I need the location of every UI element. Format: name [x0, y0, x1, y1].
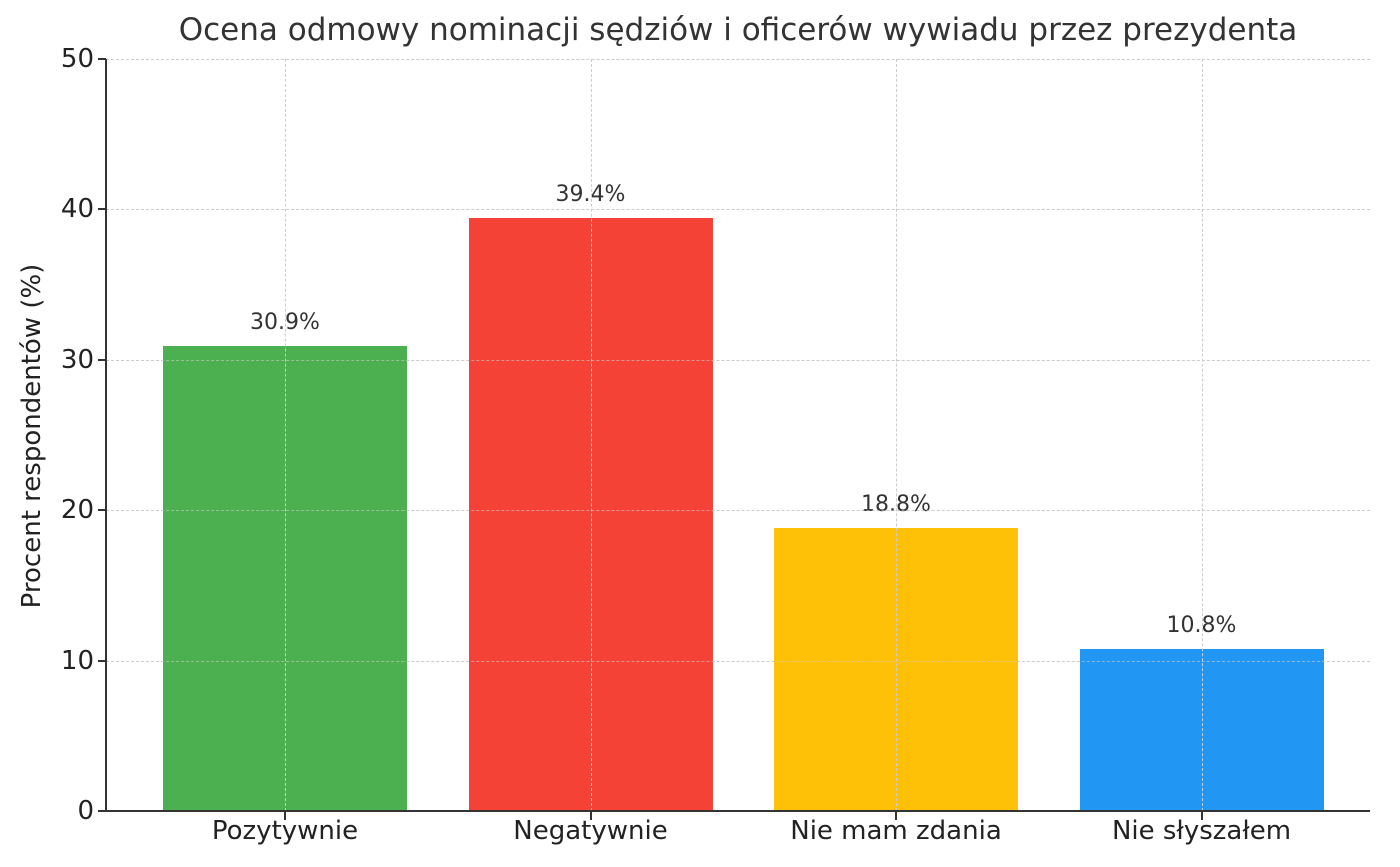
y-tick-label: 20	[60, 495, 94, 526]
y-axis-label: Procent respondentów (%)	[17, 263, 47, 609]
x-tick-label: Pozytywnie	[211, 816, 359, 846]
gridline-horizontal-overlay	[106, 510, 1370, 512]
x-tick-label: Nie mam zdania	[790, 816, 1002, 846]
gridline-horizontal-overlay	[106, 209, 1370, 211]
y-tick-label: 40	[60, 194, 94, 225]
plot-area: 30.9% 39.4% 18.8% 10.8%	[106, 59, 1370, 811]
y-axis-line	[105, 59, 107, 812]
y-tick-mark	[98, 58, 106, 60]
y-tick-label: 10	[60, 645, 94, 676]
gridline-horizontal-overlay	[106, 359, 1370, 361]
x-axis-line	[105, 810, 1370, 812]
gridline-vertical	[590, 59, 592, 811]
gridline-horizontal-overlay	[106, 59, 1370, 60]
gridline-vertical	[285, 59, 286, 811]
x-tick-mark	[1200, 812, 1203, 820]
y-tick-label: 30	[60, 344, 94, 375]
y-tick-mark	[98, 208, 106, 211]
x-tick-mark	[589, 812, 592, 820]
y-tick-mark	[98, 659, 106, 662]
x-tick-label: Negatywnie	[513, 816, 668, 846]
chart-title: Ocena odmowy nominacji sędziów i oficeró…	[178, 12, 1298, 48]
gridline-vertical	[896, 59, 897, 811]
x-tick-label: Nie słyszałem	[1111, 816, 1292, 846]
gridline-horizontal-overlay	[106, 660, 1370, 662]
x-tick-mark	[284, 812, 286, 820]
x-tick-mark	[895, 812, 897, 820]
y-tick-label: 0	[77, 796, 94, 826]
y-tick-mark	[98, 509, 106, 512]
y-tick-mark	[98, 358, 106, 361]
gridline-vertical	[1201, 59, 1203, 811]
y-tick-label: 50	[60, 44, 94, 74]
y-tick-mark	[98, 810, 106, 812]
